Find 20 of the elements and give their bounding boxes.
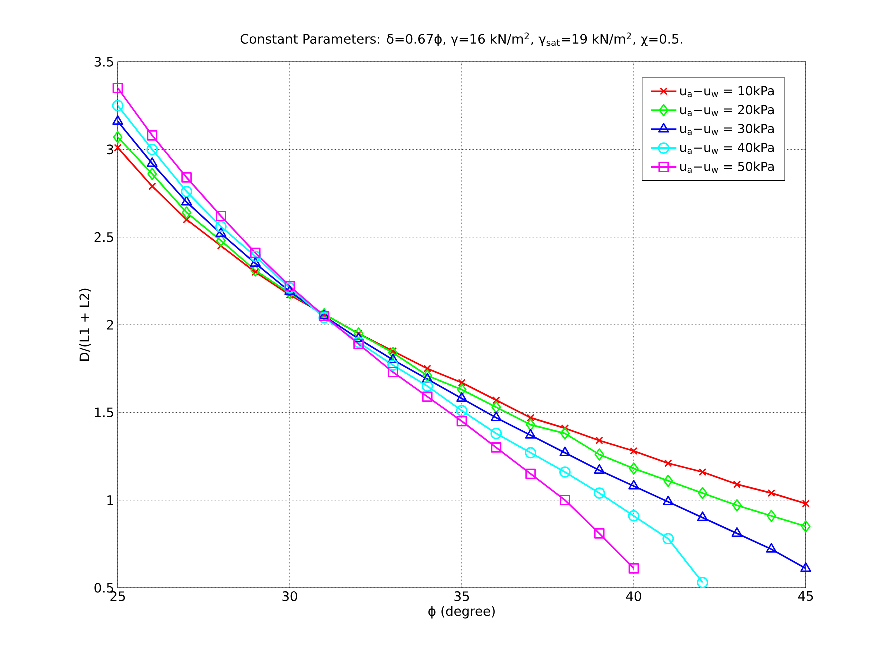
y-tick-label: 1 [108,496,114,506]
legend-label: u$_{a}$−u$_{w}$ = 20kPa [680,104,774,116]
legend-label: u$_{a}$−u$_{w}$ = 50kPa [680,162,774,174]
x-tick-label: 40 [626,592,642,602]
legend-label: u$_{a}$−u$_{w}$ = 30kPa [680,124,774,136]
legend-label: u$_{a}$−u$_{w}$ = 40kPa [680,142,774,154]
x-tick-label: 25 [110,592,126,602]
legend-label: u$_{a}$−u$_{w}$ = 10kPa [680,86,774,98]
y-tick-label: 0.5 [94,583,114,593]
y-tick-label: 2.5 [94,232,114,242]
y-tick-label: 1.5 [95,408,114,418]
x-axis-title: ϕ (degree) [428,606,495,619]
chart-title: Constant Parameters: δ=0.67ϕ, γ=16 kN/m$^{2}$, γ$_{sat}$=19 kN/m$^{2}$, χ=0.5. [240,32,682,47]
x-tick-label: 35 [454,592,470,602]
y-axis-title: D/(L1 + L2) [79,288,92,361]
y-tick-label: 2 [107,320,114,330]
x-tick-label: 30 [282,592,298,602]
y-tick-label: 3.5 [94,57,114,67]
x-tick-label: 45 [798,592,814,602]
y-tick-label: 3 [107,144,114,155]
